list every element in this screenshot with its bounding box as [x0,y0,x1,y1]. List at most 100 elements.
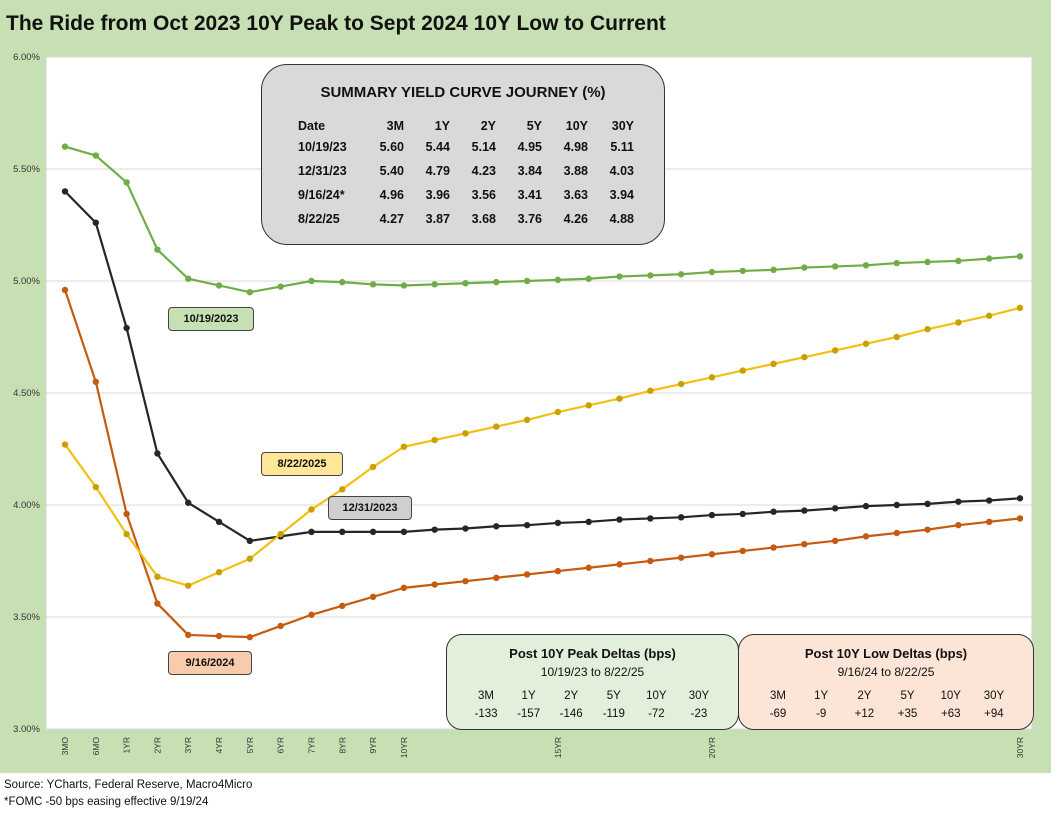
delta-header: 3M [478,690,494,702]
y-tick-label: 5.50% [13,164,40,175]
data-point [462,430,469,437]
summary-cell: 4.95 [517,140,542,154]
x-tick-label: 6MO [91,737,101,756]
data-point [123,510,130,518]
delta-header: 1Y [814,690,829,702]
peak-deltas-subtitle: 10/19/23 to 8/22/25 [540,665,645,679]
data-point [215,518,223,525]
summary-cell: 4.98 [563,140,588,154]
x-tick-label: 4YR [214,737,224,754]
summary-cell: 5.40 [379,164,404,178]
data-point [215,282,223,289]
data-point [801,264,808,271]
data-point [893,259,900,267]
series-label-oct2023: 10/19/2023 [168,307,254,331]
delta-header: 5Y [900,690,915,702]
data-point [770,508,777,515]
data-point [339,602,346,609]
data-point [708,551,716,558]
series-line [64,145,1021,294]
summary-cell: 4.27 [379,212,404,226]
summary-cell: 10/19/23 [298,140,347,154]
data-point [616,561,623,568]
data-point [462,280,469,287]
summary-cell: 5.14 [471,140,496,154]
data-point [985,312,993,319]
data-point [400,584,408,592]
delta-header: 30Y [983,690,1005,702]
y-tick-label: 3.00% [13,724,40,735]
peak-deltas-values: -133 -157 -146 -119 -72 -23 [467,708,718,720]
data-point [246,633,254,641]
data-point [801,541,808,548]
data-point [185,582,192,589]
table-row: 8/22/25 4.27 3.87 3.68 3.76 4.26 4.88 [298,207,634,231]
x-tick-label: 20YR [707,737,717,758]
summary-header-cell: 10Y [565,119,588,133]
peak-deltas-box: Post 10Y Peak Deltas (bps) 10/19/23 to 8… [446,634,739,730]
data-point [616,395,623,402]
data-point [369,281,377,288]
delta-header: 5Y [606,690,621,702]
summary-cell: 8/22/25 [298,212,340,226]
summary-header-cell: 5Y [526,119,542,133]
y-tick-label: 5.00% [13,276,40,287]
delta-header: 2Y [857,690,872,702]
low-deltas-headers: 3M 1Y 2Y 5Y 10Y 30Y [759,690,1013,702]
table-row: 10/19/23 5.60 5.44 5.14 4.95 4.98 5.11 [298,135,634,159]
x-tick-label: 7YR [306,737,316,754]
data-point [308,506,315,513]
chart-title: The Ride from Oct 2023 10Y Peak to Sept … [6,12,666,35]
summary-cell: 4.23 [471,164,496,178]
data-point [616,273,623,280]
x-tick-label: 8YR [337,737,347,754]
data-point [770,544,777,551]
data-point [339,278,346,286]
data-point [739,547,746,555]
data-point [123,324,130,332]
summary-header-cell: Date [298,119,326,133]
data-point [739,367,746,374]
summary-cell: 3.96 [425,188,450,202]
summary-cell: 3.88 [563,164,588,178]
peak-deltas-headers: 3M 1Y 2Y 5Y 10Y 30Y [467,690,718,702]
data-point [739,510,746,518]
data-point [616,516,623,523]
data-point [955,319,962,326]
data-point [647,515,654,522]
data-point [431,436,438,444]
data-point [647,387,654,394]
table-row: 12/31/23 5.40 4.79 4.23 3.84 3.88 4.03 [298,159,634,183]
data-point [123,530,130,538]
summary-cell: 4.03 [609,164,634,178]
data-point [985,497,993,504]
delta-value: -133 [474,708,498,720]
data-point [61,188,69,195]
data-point [277,283,284,290]
summary-table-box: SUMMARY YIELD CURVE JOURNEY (%) Date 3M … [261,64,665,245]
delta-header: 10Y [940,690,961,702]
delta-value: -119 [602,708,625,720]
data-point [523,571,531,578]
series-line [64,306,1021,587]
data-point [185,275,192,282]
data-point [955,257,962,265]
summary-cell: 4.96 [379,188,404,202]
data-point [1016,515,1024,522]
data-point [523,416,531,424]
data-point [493,574,500,581]
data-point [308,528,315,536]
data-point [893,333,900,341]
summary-header-row: Date 3M 1Y 2Y 5Y 10Y 30Y [298,117,634,135]
data-point [955,498,962,505]
data-point [431,526,438,533]
summary-cell: 3.56 [471,188,496,202]
summary-title: SUMMARY YIELD CURVE JOURNEY (%) [320,84,606,101]
data-point [339,528,346,536]
data-point [400,528,408,536]
data-point [339,486,346,493]
data-point [677,514,685,521]
peak-deltas-title: Post 10Y Peak Deltas (bps) [509,646,676,661]
summary-header-cell: 3M [386,119,404,133]
delta-value: +63 [940,708,961,720]
